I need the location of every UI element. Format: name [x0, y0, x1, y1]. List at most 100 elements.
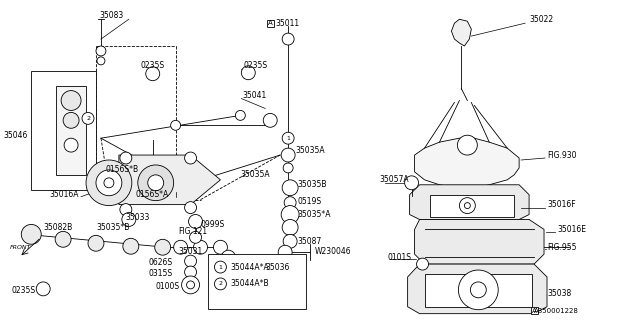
Circle shape [236, 110, 245, 120]
Circle shape [96, 170, 122, 196]
Text: W230046: W230046 [315, 247, 351, 256]
Circle shape [64, 138, 78, 152]
Text: 35035A: 35035A [295, 146, 324, 155]
Text: 35046: 35046 [3, 131, 28, 140]
Text: 2: 2 [86, 116, 90, 121]
Text: 35038: 35038 [547, 289, 572, 298]
Circle shape [458, 135, 477, 155]
Circle shape [214, 278, 227, 290]
Text: 0315S: 0315S [148, 268, 173, 277]
Text: FIG.930: FIG.930 [547, 150, 577, 160]
Circle shape [263, 113, 277, 127]
Circle shape [417, 258, 429, 270]
Circle shape [189, 231, 202, 243]
Circle shape [55, 231, 71, 247]
Circle shape [120, 204, 132, 215]
Circle shape [460, 198, 476, 213]
Circle shape [282, 132, 294, 144]
Circle shape [261, 272, 269, 280]
Text: 0101S: 0101S [388, 253, 412, 262]
Circle shape [278, 245, 292, 259]
Circle shape [189, 214, 202, 228]
Text: FRONT: FRONT [10, 245, 31, 250]
Text: 0519S: 0519S [297, 197, 321, 206]
Text: 1: 1 [286, 136, 290, 141]
Circle shape [241, 262, 255, 276]
Text: 0235S: 0235S [243, 61, 268, 70]
Circle shape [187, 281, 195, 289]
Polygon shape [415, 138, 519, 188]
Circle shape [61, 91, 81, 110]
Text: 35082B: 35082B [44, 223, 72, 232]
Circle shape [470, 282, 486, 298]
Text: 0235S: 0235S [141, 61, 165, 70]
Text: 35022: 35022 [529, 15, 553, 24]
Text: 35035B: 35035B [297, 180, 326, 189]
Bar [31, 71, 96, 190]
Circle shape [283, 163, 293, 173]
Text: A350001228: A350001228 [534, 308, 579, 314]
Circle shape [138, 165, 173, 201]
Text: 35036: 35036 [265, 263, 290, 272]
Circle shape [282, 220, 298, 235]
Circle shape [148, 173, 157, 183]
Circle shape [123, 238, 139, 254]
Circle shape [36, 282, 50, 296]
Text: 35041: 35041 [243, 91, 267, 100]
Circle shape [88, 235, 104, 251]
Text: 1: 1 [218, 265, 222, 269]
Polygon shape [451, 19, 471, 46]
Text: 35083: 35083 [99, 11, 124, 20]
Circle shape [458, 270, 498, 310]
Circle shape [63, 112, 79, 128]
Circle shape [284, 197, 296, 209]
Circle shape [173, 240, 188, 254]
Circle shape [171, 120, 180, 130]
Circle shape [82, 112, 94, 124]
Text: 35016F: 35016F [547, 200, 575, 209]
Circle shape [184, 266, 196, 278]
Circle shape [465, 203, 470, 209]
Text: 35044A*B: 35044A*B [230, 279, 269, 288]
Polygon shape [410, 185, 529, 220]
Bar [267, 20, 274, 27]
Text: A: A [532, 308, 536, 314]
Text: 0235S: 0235S [12, 286, 35, 295]
Text: 0626S: 0626S [148, 258, 173, 267]
Circle shape [214, 261, 227, 273]
Circle shape [281, 206, 299, 223]
Circle shape [122, 212, 136, 227]
Bar [429, 195, 514, 217]
Text: 0156S*B: 0156S*B [106, 165, 139, 174]
Text: 35033: 35033 [126, 213, 150, 222]
Circle shape [146, 67, 160, 81]
Circle shape [96, 46, 106, 56]
Circle shape [221, 250, 236, 264]
Circle shape [184, 152, 196, 164]
Text: 35011: 35011 [275, 19, 300, 28]
Circle shape [193, 240, 207, 254]
Circle shape [282, 180, 298, 196]
Text: 35035A: 35035A [241, 170, 270, 180]
Circle shape [282, 33, 294, 45]
Circle shape [155, 239, 171, 255]
Polygon shape [415, 220, 544, 264]
Text: FIG.955: FIG.955 [547, 243, 577, 252]
Circle shape [404, 176, 419, 190]
Text: 35044A*A: 35044A*A [230, 263, 269, 272]
Circle shape [104, 178, 114, 188]
Circle shape [241, 66, 255, 80]
Bar [56, 86, 86, 175]
Text: 35057A: 35057A [380, 175, 410, 184]
Text: 0156S*A: 0156S*A [136, 190, 169, 199]
Circle shape [21, 224, 41, 244]
Circle shape [86, 160, 132, 206]
Text: 35035*B: 35035*B [96, 223, 129, 232]
Text: FIG.121: FIG.121 [179, 227, 208, 236]
Polygon shape [119, 155, 220, 204]
Polygon shape [408, 264, 547, 314]
Text: 35087: 35087 [297, 237, 321, 246]
Circle shape [184, 202, 196, 213]
Circle shape [281, 148, 295, 162]
Circle shape [120, 152, 132, 164]
